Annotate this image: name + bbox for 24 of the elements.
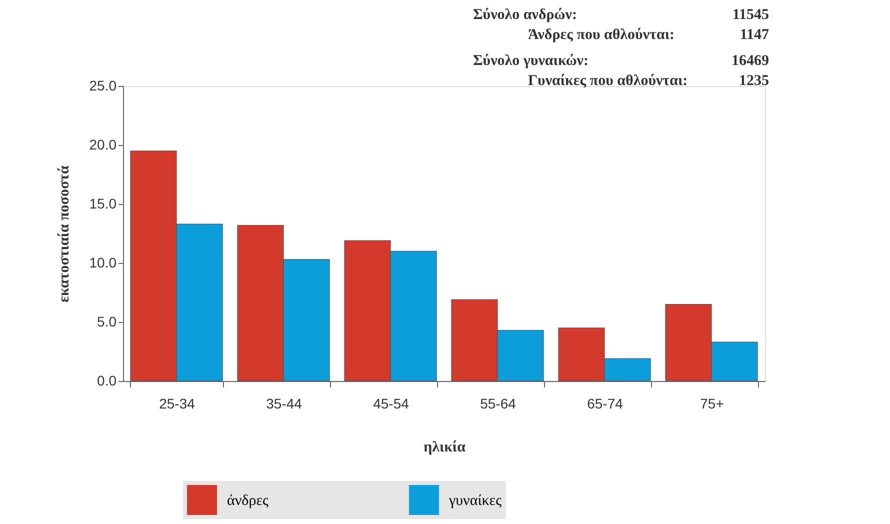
y-axis-title: εκατοστιαία ποσοστά	[56, 164, 72, 302]
text: Σύνολο ανδρών:	[473, 7, 577, 23]
text: Άνδρες που αθλούνται:	[528, 27, 674, 43]
y-tick-label: 0.0	[97, 372, 117, 388]
y-tick-label: 10.0	[89, 254, 117, 270]
x-axis-title: ηλικία	[424, 440, 466, 456]
x-tick-label: 45-54	[373, 396, 410, 412]
annotation: Γυναίκες που αθλούνται:	[528, 73, 688, 89]
x-tick-label: 25-34	[159, 396, 196, 412]
y-tick-label: 15.0	[89, 196, 117, 212]
text: 1147	[740, 27, 770, 43]
x-tick-label: 55-64	[480, 396, 516, 412]
x-tick-label: 75+	[700, 396, 724, 412]
legend-label: άνδρες	[227, 493, 268, 509]
x-tick-label: 35-44	[266, 396, 302, 412]
y-tick-label: 5.0	[97, 314, 117, 330]
legend-label: γυναίκες	[448, 493, 502, 509]
y-tick-label: 20.0	[89, 136, 117, 152]
text: 11545	[732, 7, 769, 23]
text: 16469	[732, 53, 769, 69]
text: Σύνολο γυναικών:	[473, 53, 588, 69]
x-tick-label: 65-74	[587, 396, 624, 412]
y-tick-label: 25.0	[89, 78, 117, 94]
annotation: 1235	[739, 73, 769, 89]
